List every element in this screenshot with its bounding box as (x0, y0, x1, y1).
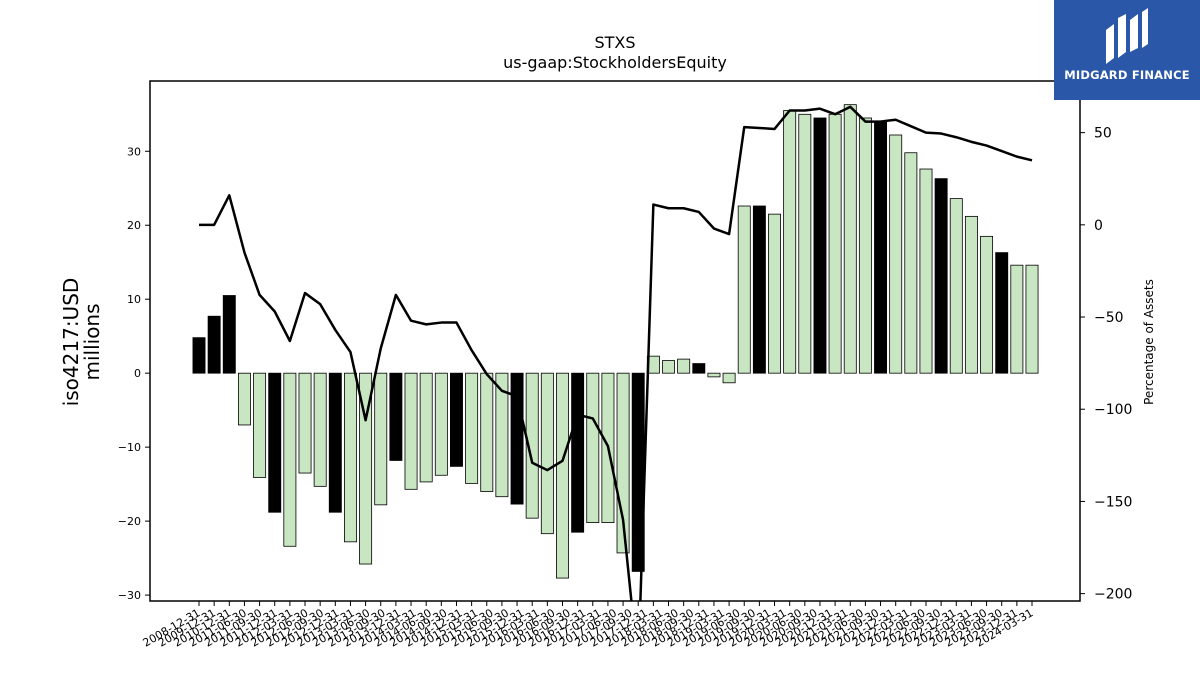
brand-name: MIDGARD FINANCE (1064, 68, 1190, 82)
bar (268, 372, 282, 513)
midgard-finance-logo: MIDGARD FINANCE (1054, 0, 1200, 100)
bar (980, 235, 994, 374)
bar (904, 152, 918, 374)
bar (662, 360, 675, 374)
bar (677, 358, 691, 374)
bar (343, 372, 357, 543)
y-tick-label: 30 (127, 145, 141, 158)
y-tick-label: −20 (118, 515, 141, 528)
y-axis-ticks: −30 −20 −10 0 10 20 30 (118, 145, 150, 602)
bar (434, 372, 448, 476)
bar (586, 372, 600, 523)
bar (752, 205, 766, 374)
bar (510, 372, 524, 505)
bar (389, 372, 403, 461)
y2-tick-label: −150 (1094, 494, 1132, 510)
chart-subtitle: us-gaap:StockholdersEquity (503, 53, 727, 72)
bar (995, 252, 1009, 374)
bar (813, 117, 827, 374)
y-tick-label: 0 (134, 367, 141, 380)
percentage-of-assets-line (199, 105, 1033, 601)
bar-series (192, 104, 1039, 579)
y2-tick-label: −200 (1094, 587, 1132, 603)
y2-axis-ticks: −200 −150 −100 −50 0 50 (1080, 126, 1132, 603)
bar (374, 372, 388, 506)
bar (540, 372, 554, 535)
bar (237, 372, 251, 426)
bar (450, 372, 463, 467)
y2-tick-label: 0 (1094, 218, 1103, 234)
bar (571, 372, 585, 533)
bar (404, 372, 418, 490)
bar (419, 372, 433, 483)
bar (328, 372, 342, 513)
bar (919, 168, 933, 374)
bar (737, 205, 751, 374)
bar (889, 134, 903, 374)
bar (480, 372, 494, 492)
bar (934, 178, 948, 374)
bar (798, 113, 812, 374)
bar (858, 117, 872, 374)
bar (1010, 264, 1024, 374)
bar (253, 372, 267, 478)
bar (964, 215, 978, 374)
y-axis-label-line: millions (80, 303, 104, 380)
x-axis-ticks: 2008-12-312009-12-312010-12-312011-06-30… (141, 601, 1036, 650)
bar (874, 121, 888, 374)
bar (949, 198, 963, 374)
bar (313, 372, 327, 487)
bar (722, 372, 736, 384)
y-tick-label: −10 (118, 441, 141, 454)
bar (768, 213, 781, 374)
y-tick-label: 20 (127, 219, 141, 232)
y2-tick-label: 50 (1094, 126, 1112, 142)
bar (192, 337, 206, 374)
y2-tick-label: −100 (1094, 402, 1132, 418)
y2-tick-label: −50 (1094, 310, 1124, 326)
bar (222, 295, 236, 374)
y-axis-label: iso4217:USDmillions (59, 278, 104, 407)
bar (556, 372, 569, 579)
bar (525, 372, 539, 519)
bar (465, 372, 479, 484)
bar (298, 372, 312, 474)
y-axis-label-line: iso4217:USD (59, 278, 83, 407)
bar (359, 372, 373, 565)
bar (783, 110, 797, 374)
plot-frame (149, 80, 1081, 602)
y2-axis-label: Percentage of Assets (1142, 279, 1156, 405)
bar (495, 372, 509, 498)
y-tick-label: 10 (127, 293, 141, 306)
bar (843, 104, 857, 374)
bar (207, 315, 221, 374)
bar (692, 363, 706, 374)
bar (283, 372, 297, 547)
midgard-logo-icon (1106, 8, 1148, 64)
bar (707, 372, 721, 378)
chart-title: STXS (594, 33, 635, 52)
bar (828, 113, 842, 374)
y-tick-label: −30 (118, 589, 141, 602)
bar (1025, 264, 1039, 374)
